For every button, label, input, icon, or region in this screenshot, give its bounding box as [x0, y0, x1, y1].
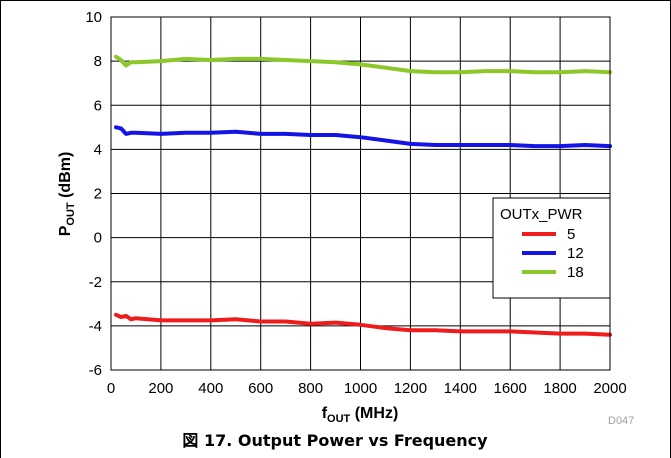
y-tick-label: -4 [89, 318, 102, 335]
legend-label-12: 12 [567, 245, 584, 262]
x-tick-label: 800 [298, 380, 323, 397]
x-axis-title-unit: (MHz) [350, 405, 398, 422]
series-line-5 [114, 312, 612, 337]
x-tick-labels: 0 200 400 600 800 1000 1200 1400 1600 1800 2000 [107, 380, 627, 397]
x-tick-label: 1000 [344, 380, 377, 397]
legend-title: OUTx_PWR [500, 206, 583, 223]
x-tick-label: 1800 [543, 380, 576, 397]
legend-items: 5 12 18 [522, 226, 584, 281]
plot-area-border [110, 16, 611, 371]
x-tick-label: 1600 [494, 380, 527, 397]
legend-box [492, 197, 611, 299]
legend-label-18: 18 [567, 264, 584, 281]
y-tick-label: 8 [94, 53, 102, 70]
x-axis-title: fOUT (MHz) [322, 405, 399, 425]
x-tick-label: 400 [198, 380, 223, 397]
legend-label-5: 5 [567, 226, 575, 243]
x-axis-title-main: f [322, 405, 328, 422]
series-line-18 [114, 54, 612, 75]
series-layer [114, 54, 612, 337]
y-tick-labels: -6 -4 -2 0 2 4 6 8 10 [85, 9, 102, 379]
series-line-12 [114, 125, 612, 149]
legend: OUTx_PWR 5 12 18 [492, 197, 611, 299]
x-tick-label: 2000 [593, 380, 626, 397]
y-axis-title-unit: (dBm) [57, 152, 74, 203]
x-tick-label: 1400 [444, 380, 477, 397]
y-tick-label: -6 [89, 362, 102, 379]
y-tick-label: 6 [94, 97, 102, 114]
x-axis-title-sub: OUT [327, 413, 351, 425]
x-tick-label: 0 [107, 380, 115, 397]
y-tick-label: 2 [94, 186, 102, 203]
x-tick-label: 1200 [394, 380, 427, 397]
y-axis-title: POUT (dBm) [57, 152, 77, 237]
y-axis-title-sub: OUT [65, 202, 77, 226]
y-tick-label: 4 [94, 141, 102, 158]
x-tick-label: 200 [148, 380, 173, 397]
x-tick-label: 600 [248, 380, 273, 397]
figure-caption: 図 17. Output Power vs Frequency [182, 431, 488, 450]
grid-layer [110, 16, 611, 371]
y-tick-label: -2 [89, 274, 102, 291]
y-tick-label: 10 [85, 9, 102, 26]
y-tick-label: 0 [94, 230, 102, 247]
y-axis-title-main: P [57, 225, 74, 236]
figure-id: D047 [608, 415, 634, 427]
